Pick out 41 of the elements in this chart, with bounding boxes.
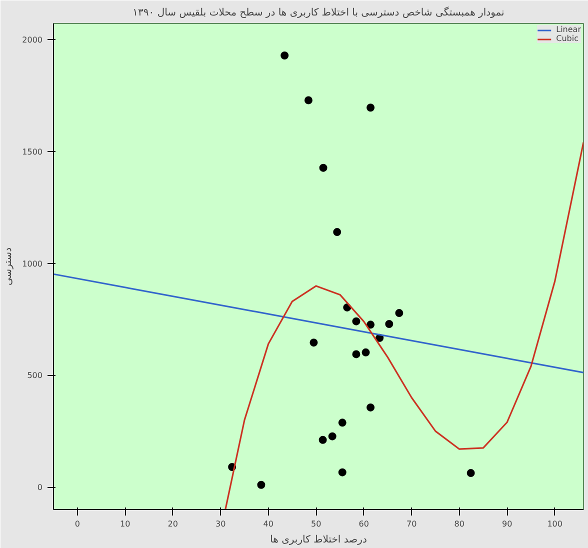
point (310, 338, 318, 347)
point (366, 104, 375, 112)
x-tick-label: 0 (74, 520, 80, 528)
point (366, 403, 375, 412)
y-tick-label: 2000 (22, 36, 42, 45)
x-tick-label: 10 (120, 520, 130, 528)
point (466, 469, 475, 478)
chart-title: نمودار همبستگی شاخص دسترسی با اختلاط کاربری ها در سطح محلات بلقیس سال ۱۳۹۰ (132, 6, 504, 18)
point (280, 52, 289, 60)
line-series (224, 142, 584, 510)
point (319, 164, 328, 172)
point (304, 96, 312, 104)
x-tick-label: 50 (311, 520, 322, 528)
x-tick-label: 30 (216, 520, 226, 528)
point (352, 350, 360, 358)
point (395, 309, 404, 318)
x-axis-title: درصد اختلاط کاربری ها (270, 534, 367, 546)
point (366, 320, 375, 329)
point (257, 480, 266, 489)
y-tick-label: 0 (37, 483, 43, 492)
point (333, 228, 342, 236)
point (318, 436, 327, 444)
point (352, 317, 360, 326)
point (338, 468, 346, 476)
point (328, 432, 336, 440)
y-tick-label: 500 (27, 371, 43, 380)
x-tick-label: 20 (168, 520, 178, 528)
y-tick-label: 1000 (22, 259, 42, 268)
point (362, 348, 370, 356)
legend-label: Linear (556, 25, 581, 34)
x-tick-label: 70 (406, 520, 417, 528)
x-tick-label: 80 (454, 520, 464, 528)
legend-label: Cubic (556, 34, 578, 43)
x-tick-label: 90 (502, 520, 512, 528)
x-tick-label: 40 (263, 520, 274, 528)
point (338, 418, 346, 427)
point (385, 320, 394, 328)
y-tick-label: 1500 (22, 147, 42, 156)
y-axis-title: دسترسی (3, 247, 14, 286)
x-tick-label: 100 (547, 520, 562, 528)
x-tick-label: 60 (358, 520, 369, 528)
